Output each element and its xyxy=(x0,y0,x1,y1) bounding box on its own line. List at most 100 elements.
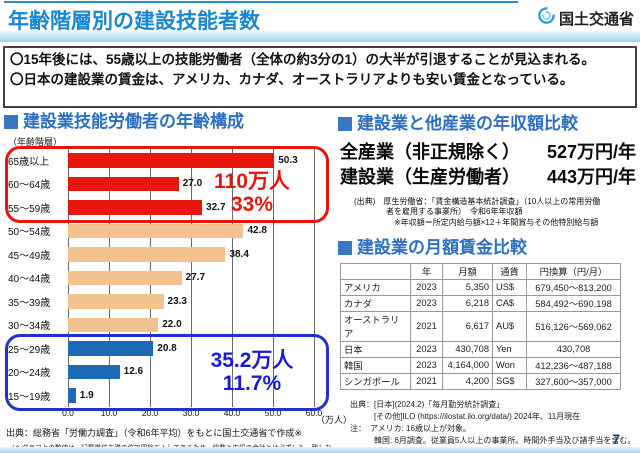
wage-table-row: オーストラリア 2021 6,617 AU$ 516,126～569,062 xyxy=(340,310,621,342)
value-cell: 679,450～813,200 xyxy=(526,278,621,296)
column-header: 年 xyxy=(410,262,443,280)
section-heading-text: 建設業技能労働者の年齢構成 xyxy=(23,112,244,131)
title-underline xyxy=(4,1,518,3)
chart-row: 35～39歳 23.3 xyxy=(4,290,336,314)
income-row: 全産業（非正規除く） 527万円/年 xyxy=(340,140,636,166)
value-cell: 6,617 xyxy=(442,310,493,342)
section-heading-text: 建設業と他産業の年収額比較 xyxy=(357,114,578,133)
bar xyxy=(68,341,154,356)
age-group-label: 60～64歳 xyxy=(8,180,51,192)
x-tick-label: 30.0 xyxy=(182,408,200,419)
value-cell: 2023 xyxy=(410,278,443,296)
bar xyxy=(68,364,120,380)
column-header: 月額 xyxy=(442,262,493,280)
value-cell: 2023 xyxy=(410,340,443,358)
bar-value-label: 27.7 xyxy=(185,272,206,284)
value-cell: 412,236～487,188 xyxy=(526,356,621,374)
age-group-label: 55～59歳 xyxy=(8,203,51,215)
gridline xyxy=(273,148,274,408)
age-group-label: 35～39歳 xyxy=(8,297,51,309)
value-cell: Won xyxy=(492,356,527,374)
bar-value-label: 50.3 xyxy=(278,154,298,166)
value-cell: 4,164,000 xyxy=(442,356,493,374)
wage-table-row: シンガポール 2021 4,200 SG$ 327,600～357,000 xyxy=(340,372,621,390)
bar-value-label: 23.3 xyxy=(167,295,187,307)
summary-bullet: 〇日本の建設業の賃金は、アメリカ、カナダ、オーストラリアよりも安い賃金となってい… xyxy=(10,71,574,87)
wage-table-row: 日本 2023 430,708 Yen 430,708 xyxy=(340,340,621,358)
age-group-label: 40～44歳 xyxy=(8,274,51,286)
bar-track: 22.0 xyxy=(68,313,314,337)
chart-source: 出典：総務省「労働力調査」（令和6年平均）をもとに国土交通省で作成※ xyxy=(6,428,302,439)
mlit-logo-icon xyxy=(537,6,556,30)
source-line: (出典) 厚生労働省：「賃金構造基本統計調査」（10人以上の常用労働 xyxy=(354,196,601,206)
country-cell: オーストラリア xyxy=(340,310,411,342)
section-heading-age: 建設業技能労働者の年齢構成 xyxy=(4,112,336,132)
value-cell: 430,708 xyxy=(526,340,621,358)
page-title: 年齢階層別の建設技能者数 xyxy=(8,10,260,33)
value-cell: 2023 xyxy=(410,294,443,312)
note-line: 韓国: 6月調査。従業員5人以上の事業所。時間外手当及び諸手当を含む。 xyxy=(350,435,636,445)
chart-row: 65歳以上 50.3 xyxy=(4,149,336,173)
wage-table-notes: 出典：[日本](2024.2)「毎月勤労統計調査」 [その他]ILO (http… xyxy=(350,399,636,453)
value-cell: 327,600～357,000 xyxy=(526,372,621,390)
chart-row: 60～64歳 27.0 xyxy=(4,172,336,196)
bar-track: 50.3 xyxy=(68,149,314,173)
blue-square-icon xyxy=(338,116,352,131)
value-cell: 430,708 xyxy=(442,340,493,358)
note-line: 出典：[日本](2024.2)「毎月勤労統計調査」 xyxy=(350,399,505,409)
x-tick-label: 20.0 xyxy=(141,408,159,419)
value-cell: 5,350 xyxy=(442,278,493,296)
bar-track: 27.7 xyxy=(68,266,314,290)
country-cell: アメリカ xyxy=(340,278,411,296)
bar-track: 38.4 xyxy=(68,243,314,267)
income-label: 全産業（非正規除く） xyxy=(340,141,520,162)
bar-track: 23.3 xyxy=(68,290,314,314)
bar-value-label: 32.7 xyxy=(206,201,226,213)
value-cell: CA$ xyxy=(492,294,527,312)
bar-track: 1.9 xyxy=(68,384,314,408)
chart-row: 40～44歳 27.7 xyxy=(4,266,336,290)
bar-track: 12.6 xyxy=(68,360,314,384)
country-cell: シンガポール xyxy=(340,372,411,390)
x-tick-label: 40.0 xyxy=(223,408,241,419)
x-tick-label: 10.0 xyxy=(100,408,118,419)
section-heading-income: 建設業と他産業の年収額比較 xyxy=(338,114,636,134)
note-line: [その他]ILO (https://ilostat.ilo.org/data/)… xyxy=(350,411,581,421)
value-cell: SG$ xyxy=(492,372,527,390)
summary-bullet: 〇15年後には、55歳以上の技能労働者（全体の約3分の1）の大半が引退することが… xyxy=(10,52,596,67)
source-line: ※年収額＝所定内給与額×12＋年間賞与その他特別給与額 xyxy=(354,218,599,228)
income-comparison: 全産業（非正規除く） 527万円/年 建設業（生産労働者） 443万円/年 xyxy=(340,140,636,191)
chart-row: 25～29歳 20.8 xyxy=(4,337,336,361)
bar-value-label: 42.8 xyxy=(247,225,267,237)
age-group-label: 25～29歳 xyxy=(8,344,51,356)
value-cell: Yen xyxy=(492,340,527,358)
chart-row: 15～19歳 1.9 xyxy=(4,384,336,408)
age-group-label: 30～34歳 xyxy=(8,321,51,333)
bar-value-label: 22.0 xyxy=(162,319,182,331)
country-cell: カナダ xyxy=(340,294,411,312)
wage-table-row: アメリカ 2023 5,350 US$ 679,450～813,200 xyxy=(340,278,621,296)
value-cell: 516,126～569,062 xyxy=(526,310,621,342)
x-tick-label: 60.0 xyxy=(305,408,323,419)
section-heading-text: 建設業の月額賃金比較 xyxy=(357,238,527,258)
bar-track: 32.7 xyxy=(68,196,314,220)
age-group-label: 20～24歳 xyxy=(8,368,51,380)
income-label: 建設業（生産労働者） xyxy=(340,167,520,188)
section-heading-wage: 建設業の月額賃金比較 xyxy=(338,238,636,258)
bar-value-label: 1.9 xyxy=(79,389,94,401)
bar xyxy=(68,153,275,168)
value-cell: 2021 xyxy=(410,310,443,342)
bar-track: 27.0 xyxy=(68,172,314,196)
country-cell: 日本 xyxy=(340,340,411,358)
bar-value-label: 20.8 xyxy=(157,342,177,354)
chart-rows: 65歳以上 50.3 60～64歳 27.0 55～59歳 32.7 50～54歳 42.8 4… xyxy=(4,149,336,408)
age-group-label: 15～19歳 xyxy=(8,391,51,403)
bar xyxy=(68,294,164,309)
summary-box: 〇15年後には、55歳以上の技能労働者（全体の約3分の1）の大半が引退することが… xyxy=(3,46,637,108)
country-cell: 韓国 xyxy=(340,356,411,374)
bottom-band xyxy=(0,447,640,453)
chart-row: 55～59歳 32.7 xyxy=(4,196,336,220)
bar xyxy=(68,317,159,333)
value-cell: 4,200 xyxy=(442,372,493,390)
chart-row: 45～49歳 38.4 xyxy=(4,243,336,267)
